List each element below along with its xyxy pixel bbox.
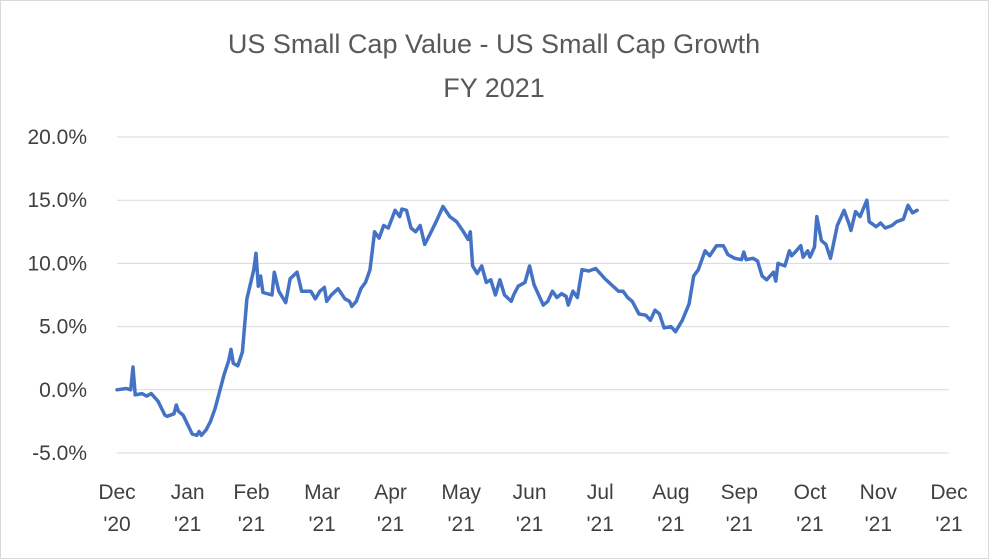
x-tick-label-year: '21 [174,513,201,536]
x-tick-label-year: '21 [377,513,404,536]
x-tick-label-month: May [441,481,481,504]
x-tick-label-month: Apr [374,481,407,504]
chart-subtitle: FY 2021 [443,73,545,103]
y-tick-label: -5.0% [32,442,87,465]
x-tick-label-month: Dec [98,481,135,504]
x-tick-label-month: Aug [652,481,689,504]
x-tick-label-month: Jun [513,481,547,504]
x-tick-label-year: '21 [587,513,614,536]
series-line-layer [115,198,919,438]
x-tick-label-year: '21 [516,513,543,536]
x-tick-label-year: '21 [448,513,475,536]
x-tick-label-year: '21 [657,513,684,536]
x-axis-ticks: Dec '20 Jan '21 Feb '21 Mar '21 Apr '21 May '21 Jun '… [98,481,967,536]
x-tick-label-month: Jul [587,481,614,504]
x-tick-label-month: Feb [233,481,269,504]
x-tick-label-year: '21 [796,513,823,536]
x-tick-label-month: Dec [930,481,967,504]
x-tick-label-year: '21 [726,513,753,536]
y-tick-label: 10.0% [27,252,87,275]
x-tick-label-month: Jan [171,481,205,504]
x-tick-label-month: Oct [794,481,827,504]
y-tick-label: 5.0% [39,316,87,339]
x-tick-label-year: '21 [238,513,265,536]
chart-title: US Small Cap Value - US Small Cap Growth [228,29,760,59]
x-tick-label-year: '21 [308,513,335,536]
y-tick-label: 0.0% [39,379,87,402]
x-tick-label-month: Mar [304,481,340,504]
x-tick-label-year: '20 [103,513,130,536]
series-line [115,198,919,438]
x-tick-label-month: Nov [860,481,898,504]
x-tick-label-year: '21 [865,513,892,536]
x-tick-label-month: Sep [721,481,758,504]
y-tick-label: 20.0% [27,126,87,149]
x-tick-label-year: '21 [935,513,962,536]
y-tick-label: 15.0% [27,189,87,212]
gridlines [117,136,949,454]
y-axis-ticks: -5.0% 0.0% 5.0% 10.0% 15.0% 20.0% [27,126,87,465]
